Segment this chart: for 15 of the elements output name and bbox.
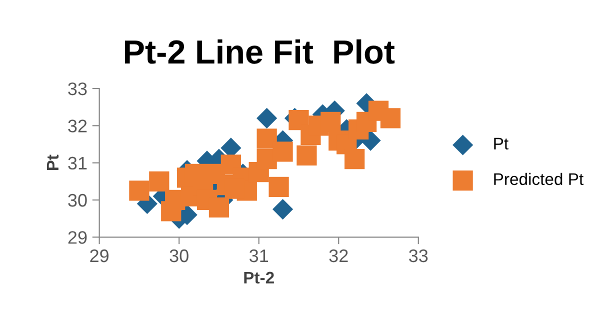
y-tick-label: 30 <box>68 194 87 207</box>
x-axis-title: Pt-2 <box>244 272 274 284</box>
x-tick-label: 29 <box>90 249 109 262</box>
y-tick-label: 33 <box>68 82 87 96</box>
x-tick-label: 33 <box>409 249 428 262</box>
y-tick-label: 29 <box>68 231 87 244</box>
legend-label: Pt <box>494 138 508 150</box>
y-axis-title: Pt <box>46 154 59 170</box>
chart-title: Pt-2 Line Fit Plot <box>124 39 395 64</box>
legend-label: Predicted Pt <box>494 172 584 186</box>
y-tick-label: 31 <box>68 156 87 170</box>
y-tick-label: 32 <box>68 120 87 132</box>
x-tick-label: 30 <box>170 249 188 262</box>
x-tick-label: 31 <box>250 249 268 262</box>
x-tick-label: 32 <box>329 249 348 262</box>
